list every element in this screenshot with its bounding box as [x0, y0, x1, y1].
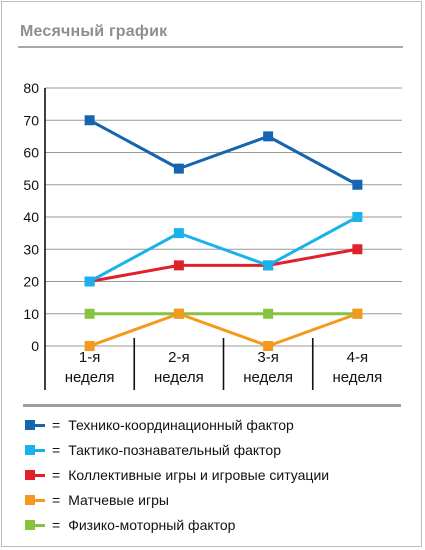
y-tick-label: 20 [23, 274, 39, 290]
y-tick-label: 80 [23, 80, 39, 96]
legend-label: Физико-моторный фактор [68, 517, 236, 533]
legend-label: Тактико-познавательный фактор [68, 442, 282, 458]
x-tick-label: 4-я [347, 349, 368, 366]
data-point-5-3 [263, 308, 274, 319]
data-point-2-4 [352, 212, 363, 222]
legend-swatch [22, 493, 48, 507]
legend-equals: = [52, 417, 61, 433]
data-point-2-1 [84, 276, 95, 287]
legend-label: Технико-координационный фактор [68, 417, 294, 433]
y-tick-label: 60 [23, 145, 39, 161]
x-tick-label: 2-я [168, 349, 189, 366]
y-tick-label: 70 [23, 112, 39, 128]
y-tick-label: 10 [23, 306, 39, 322]
line-chart: 0 10 20 30 40 50 60 70 80 1-я неделя 2-я неделя 3-я не… [23, 80, 402, 390]
legend-swatch [22, 468, 48, 482]
series-line-1 [88, 118, 359, 187]
legend-equals: = [52, 492, 61, 508]
data-point-4-1 [84, 341, 95, 351]
series-line-4 [89, 312, 358, 348]
legend-item: = Коллективные игры и игровые ситуации [22, 464, 329, 486]
y-tick-label: 50 [23, 177, 39, 193]
data-point-1-4 [352, 179, 363, 190]
x-tick-label: 1-я [79, 349, 100, 366]
y-tick-label: 30 [23, 241, 39, 257]
x-tick-label: неделя [243, 369, 293, 386]
y-tick-label: 0 [31, 338, 39, 354]
chart-title: Месячный график [20, 23, 168, 40]
data-point-4-3 [263, 341, 274, 351]
legend-item: = Тактико-познавательный фактор [22, 439, 281, 461]
legend-item: = Матчевые игры [22, 489, 169, 511]
x-tick-label: неделя [65, 369, 115, 386]
x-tick-label: неделя [154, 369, 204, 386]
series-line-3 [89, 247, 358, 283]
data-point-2-2 [173, 228, 184, 239]
x-tick-label: неделя [332, 369, 382, 386]
legend-swatch [22, 518, 48, 532]
legend-equals: = [52, 467, 61, 483]
data-point-1-2 [173, 163, 184, 174]
title-underline [18, 46, 403, 48]
data-point-3-4 [352, 244, 363, 255]
legend-label: Коллективные игры и игровые ситуации [68, 467, 330, 483]
legend-separator [23, 404, 401, 407]
y-tick-label: 40 [23, 209, 39, 225]
legend-label: Матчевые игры [68, 492, 169, 508]
legend-swatch [22, 443, 48, 457]
data-point-1-3 [263, 131, 274, 142]
legend-equals: = [52, 442, 61, 458]
data-point-5-1 [84, 308, 95, 319]
legend-swatch [22, 418, 48, 432]
data-point-3-2 [173, 260, 184, 271]
legend-item: = Физико-моторный фактор [22, 514, 235, 536]
data-point-4-2 [173, 308, 184, 319]
legend-equals: = [52, 517, 61, 533]
data-point-4-4 [352, 308, 363, 319]
x-tick-label: 3-я [257, 349, 278, 366]
legend-item: = Технико-координационный фактор [22, 414, 294, 436]
data-point-2-3 [263, 260, 274, 271]
data-point-1-1 [84, 115, 95, 126]
series-line-2 [88, 215, 359, 283]
